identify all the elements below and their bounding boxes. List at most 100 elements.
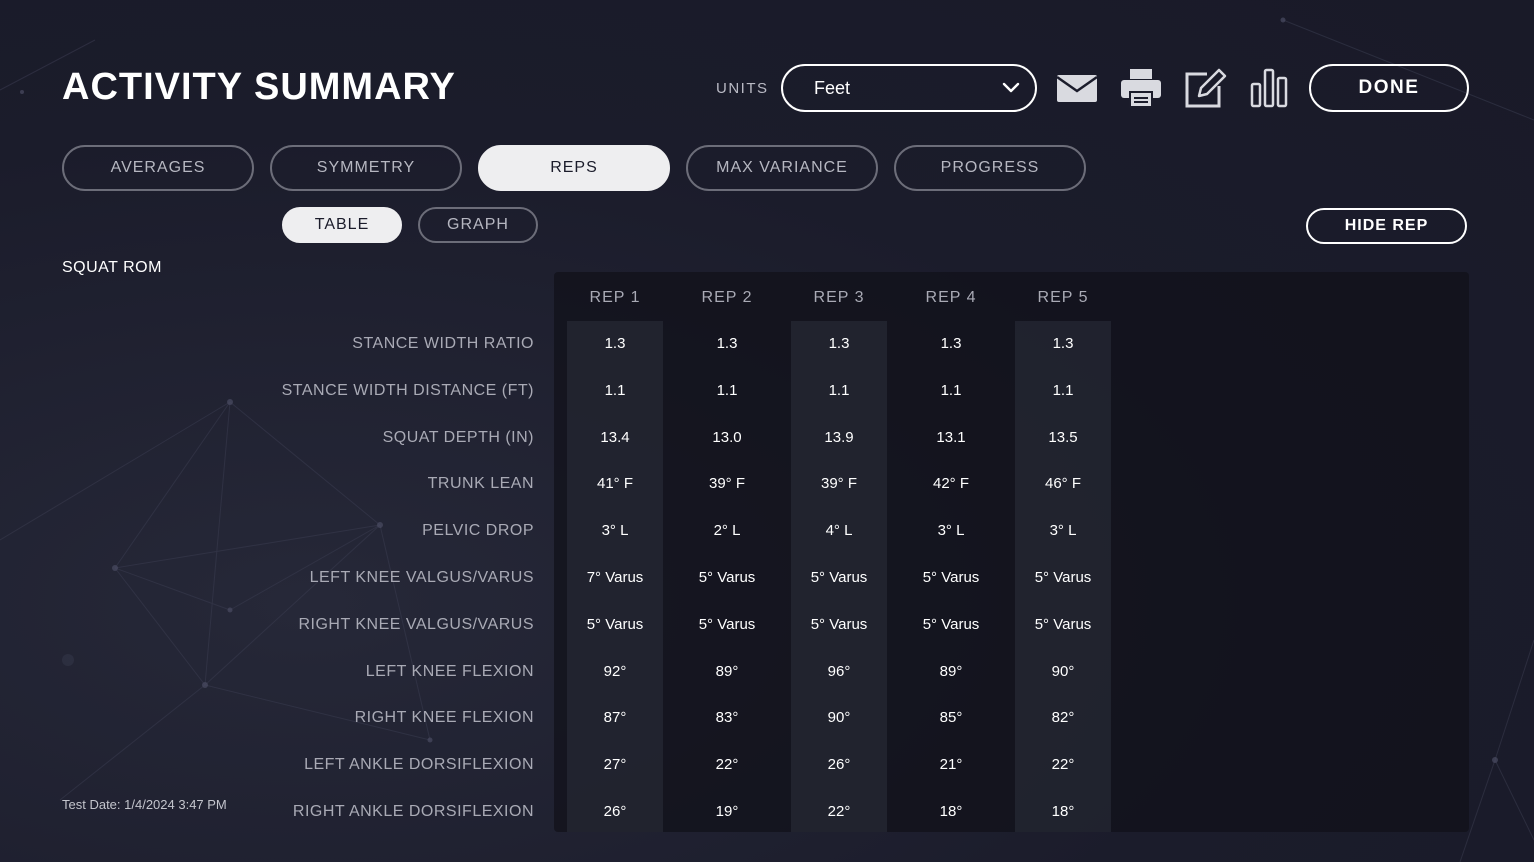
row-label: PELVIC DROP [422,522,534,540]
rep-column-cells: 1.3 1.1 13.0 39° F 2° L 5° Varus 5° Varu… [679,321,775,836]
table-cell: 5° Varus [810,568,868,586]
rep-column-header: REP 5 [1037,289,1089,306]
tab-symmetry[interactable]: SYMMETRY [270,145,462,191]
table-cell: 85° [939,709,963,727]
rep-column: REP 2 1.3 1.1 13.0 39° F 2° L 5° Varus 5… [679,272,775,832]
hide-rep-button[interactable]: HIDE REP [1306,208,1467,244]
email-button[interactable] [1055,66,1099,110]
tab-averages[interactable]: AVERAGES [62,145,254,191]
table-cell: 13.1 [936,428,966,446]
table-cell: 19° [715,802,739,820]
table-cell: 1.1 [604,381,626,399]
table-cell: 26° [827,756,851,774]
column-shade [567,321,663,832]
table-cell: 13.9 [824,428,854,446]
summary-tabs: AVERAGES SYMMETRY REPS MAX VARIANCE PROG… [62,145,1086,191]
row-label: RIGHT KNEE FLEXION [354,709,534,727]
reps-table-panel: REP 1 1.3 1.1 13.4 41° F 3° L 7° Varus 5… [554,272,1469,832]
row-label: LEFT ANKLE DORSIFLEXION [304,756,534,774]
graph-view-button[interactable]: GRAPH [418,207,538,243]
page-title: ACTIVITY SUMMARY [62,66,456,108]
table-cell: 82° [1051,709,1075,727]
table-cell: 39° F [820,475,857,493]
table-cell: 5° Varus [922,568,980,586]
table-cell: 27° [603,756,627,774]
test-date: Test Date: 1/4/2024 3:47 PM [62,797,227,812]
print-button[interactable] [1119,66,1163,110]
printer-icon [1121,69,1161,108]
units-label: UNITS [716,80,769,97]
table-cell: 13.0 [712,428,742,446]
edit-icon [1185,68,1227,108]
table-cell: 3° L [601,522,629,540]
table-cell: 2° L [713,522,741,540]
rep-column-cells: 1.3 1.1 13.4 41° F 3° L 7° Varus 5° Varu… [567,321,663,836]
tab-reps[interactable]: REPS [478,145,670,191]
table-cell: 5° Varus [922,615,980,633]
table-cell: 5° Varus [586,615,644,633]
table-cell: 42° F [932,475,969,493]
table-view-button[interactable]: TABLE [282,207,402,243]
table-cell: 41° F [596,475,633,493]
table-cell: 13.5 [1048,428,1078,446]
rep-column: REP 1 1.3 1.1 13.4 41° F 3° L 7° Varus 5… [567,272,663,832]
table-cell: 1.3 [1052,335,1074,352]
table-cell: 5° Varus [698,615,756,633]
table-cell: 3° L [1049,522,1077,540]
table-cell: 1.3 [828,335,850,352]
table-cell: 46° F [1044,475,1081,493]
table-cell: 5° Varus [698,568,756,586]
rep-column: REP 5 1.3 1.1 13.5 46° F 3° L 5° Varus 5… [1015,272,1111,832]
row-label: RIGHT ANKLE DORSIFLEXION [292,802,534,820]
view-toggle: TABLE GRAPH [282,207,538,243]
row-label: TRUNK LEAN [427,475,534,493]
table-cell: 5° Varus [810,615,868,633]
rep-column: REP 4 1.3 1.1 13.1 42° F 3° L 5° Varus 5… [903,272,999,832]
rep-column-header: REP 2 [701,289,753,306]
table-cell: 22° [827,802,851,820]
row-label: STANCE WIDTH RATIO [352,335,534,352]
table-cell: 90° [1051,662,1075,680]
rep-column: REP 3 1.3 1.1 13.9 39° F 4° L 5° Varus 5… [791,272,887,832]
tab-progress[interactable]: PROGRESS [894,145,1086,191]
done-button[interactable]: DONE [1309,64,1469,112]
chart-button[interactable] [1247,66,1291,110]
chevron-down-icon [1002,82,1020,93]
table-cell: 96° [827,662,851,680]
rep-column-header: REP 3 [813,289,865,306]
table-row-labels: STANCE WIDTH RATIO STANCE WIDTH DISTANCE… [240,321,534,836]
table-cell: 1.3 [716,335,738,352]
table-cell: 83° [715,709,739,727]
table-cell: 21° [939,756,963,774]
rep-column-cells: 1.3 1.1 13.1 42° F 3° L 5° Varus 5° Varu… [903,321,999,836]
table-cell: 7° Varus [586,568,644,586]
table-cell: 13.4 [600,428,630,446]
rep-column-header: REP 1 [589,289,641,306]
table-cell: 90° [827,709,851,727]
table-cell: 1.1 [828,381,850,399]
table-cell: 22° [715,756,739,774]
table-cell: 89° [939,662,963,680]
table-cell: 87° [603,709,627,727]
tab-max-variance[interactable]: MAX VARIANCE [686,145,878,191]
row-label: LEFT KNEE VALGUS/VARUS [309,568,534,586]
table-cell: 1.3 [604,335,626,352]
edit-button[interactable] [1183,66,1227,110]
units-selected-value: Feet [814,77,851,98]
row-label: LEFT KNEE FLEXION [365,662,534,680]
column-shade [1015,321,1111,832]
table-cell: 26° [603,802,627,820]
row-label: RIGHT KNEE VALGUS/VARUS [298,615,534,633]
table-cell: 39° F [708,475,745,493]
rep-column-cells: 1.3 1.1 13.9 39° F 4° L 5° Varus 5° Varu… [791,321,887,836]
table-cell: 5° Varus [1034,568,1092,586]
bar-chart-icon [1250,68,1288,108]
table-cell: 1.1 [940,381,962,399]
table-cell: 1.3 [940,335,962,352]
rep-column-header: REP 4 [925,289,977,306]
units-dropdown[interactable]: Feet [781,64,1037,112]
table-cell: 92° [603,662,627,680]
table-cell: 3° L [937,522,965,540]
